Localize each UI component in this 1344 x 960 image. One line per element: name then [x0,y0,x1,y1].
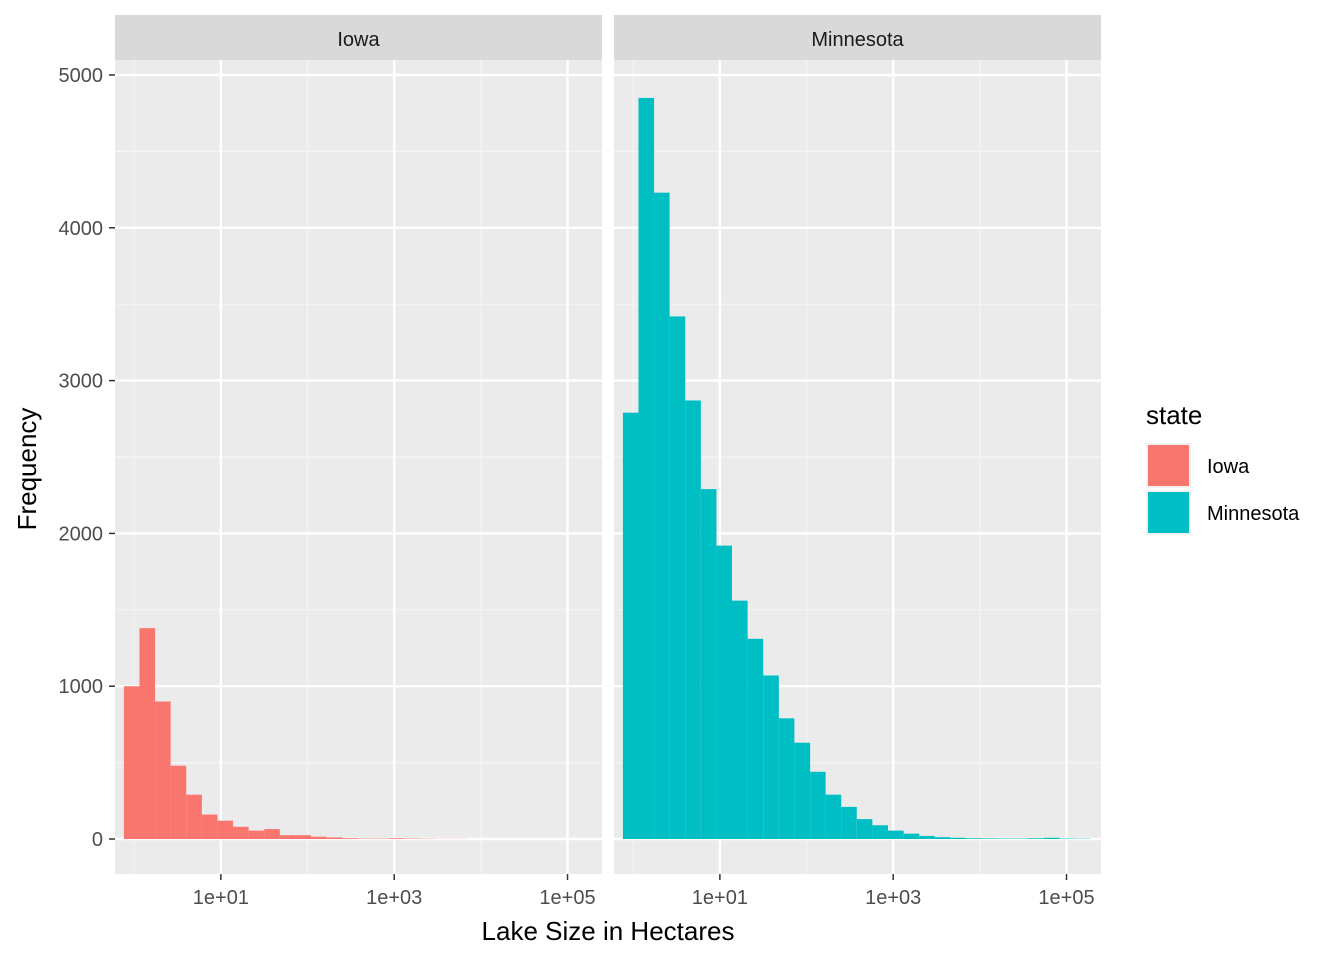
histogram-bar [966,838,982,839]
histogram-bar [123,686,140,839]
histogram-bar [264,829,280,839]
panel-background-iowa [115,60,602,874]
y-tick-label: 0 [92,829,103,851]
histogram-bar [389,838,405,839]
y-axis: 0 1000 2000 3000 4000 5000 [59,65,115,851]
facet-strip-minnesota [614,15,1101,60]
histogram-bar [295,835,312,839]
histogram-bar [155,701,171,839]
x-tick-label: 1e+05 [539,887,595,909]
histogram-bar [778,718,795,839]
legend-label-minnesota: Minnesota [1207,503,1300,525]
histogram-bar [654,192,670,839]
histogram-bar [170,765,187,839]
histogram-bar [139,628,156,839]
histogram-bar [872,825,889,839]
histogram-bar [186,794,202,839]
x-tick-label: 1e+05 [1038,887,1094,909]
histogram-bar [669,316,686,839]
legend-label-iowa: Iowa [1207,456,1250,478]
legend-key-iowa [1148,445,1189,486]
facet-strip-label-minnesota: Minnesota [811,29,904,51]
histogram-bar [794,742,811,839]
x-tick-label: 1e+01 [193,887,249,909]
facet-panel-iowa: Iowa 1e+01 1e+03 1e+05 [115,15,602,909]
y-axis-title: Frequency [12,408,42,531]
histogram-bar [1028,838,1045,839]
x-axis-title: Lake Size in Hectares [482,916,735,946]
histogram-bar [903,833,920,839]
facet-strip-label-iowa: Iowa [337,29,380,51]
histogram-bar [622,412,639,839]
histogram-bar [311,836,327,839]
histogram-bar [716,545,733,839]
histogram-bar [810,771,826,839]
histogram-bar [248,830,265,839]
y-tick-label: 3000 [59,371,104,393]
legend-key-minnesota [1148,492,1189,533]
histogram-bar [763,675,779,839]
histogram-bar [732,600,748,839]
histogram-bar [326,837,343,839]
legend-title: state [1146,400,1202,430]
histogram-bar [700,489,717,839]
histogram-bar [747,638,764,839]
histogram-bar [919,835,935,839]
histogram-bar [233,826,249,839]
histogram-bar [888,830,904,839]
histogram-bar [342,838,358,839]
facet-strip-iowa [115,15,602,60]
histogram-bar [856,819,873,839]
y-tick-label: 4000 [59,218,104,240]
histogram-bar [1044,837,1060,839]
histogram-bar [934,837,951,839]
histogram-bar [638,97,655,840]
x-tick-label: 1e+03 [865,887,921,909]
x-tick-label: 1e+01 [692,887,748,909]
histogram-bar [950,837,967,839]
histogram-bar [841,806,857,839]
x-tick-label: 1e+03 [366,887,422,909]
facet-panels: Iowa 1e+01 1e+03 1e+05 Minnesota 1e+01 1e+03 1e… [115,15,1101,909]
histogram-bar [981,838,998,839]
legend: state Iowa Minnesota [1146,400,1300,535]
histogram-bar [279,835,296,839]
y-tick-label: 1000 [59,676,104,698]
histogram-bar [825,794,842,839]
histogram-bar [201,814,218,839]
y-tick-label: 2000 [59,523,104,545]
y-tick-label: 5000 [59,65,104,87]
histogram-bar [217,820,234,839]
histogram-bar [685,400,701,839]
facet-panel-minnesota: Minnesota 1e+01 1e+03 1e+05 [614,15,1101,909]
